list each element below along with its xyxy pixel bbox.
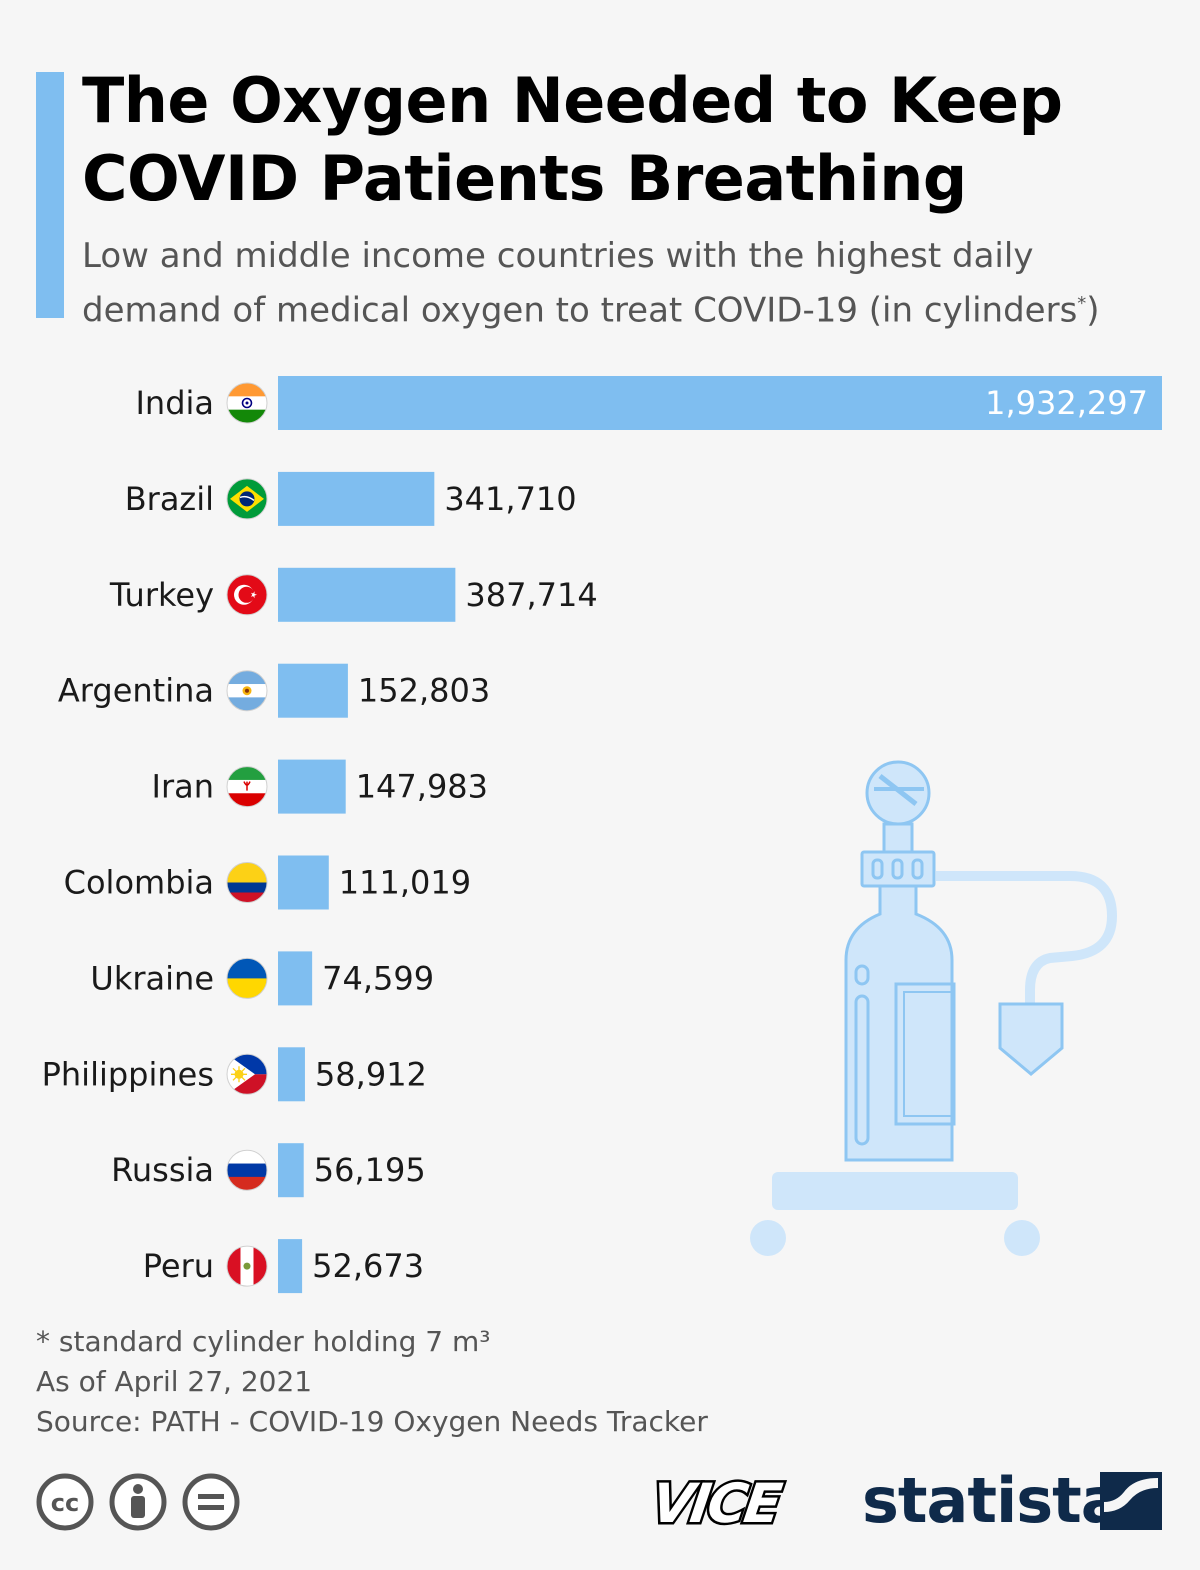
svg-text:VICE: VICE xyxy=(648,1472,786,1534)
peru-flag-icon xyxy=(226,1245,268,1287)
value-label-iran: 147,983 xyxy=(356,768,488,806)
bar-russia xyxy=(278,1143,304,1198)
subtitle-line-2-text: demand of medical oxygen to treat COVID-… xyxy=(82,290,1078,331)
svg-text:cc: cc xyxy=(51,1489,79,1517)
category-label-india: India xyxy=(135,384,214,422)
value-label-argentina: 152,803 xyxy=(358,672,490,710)
title-line-1: The Oxygen Needed to Keep xyxy=(82,64,1063,137)
value-label-philippines: 58,912 xyxy=(315,1055,427,1093)
bar-iran xyxy=(278,759,346,814)
footnotes: * standard cylinder holding 7 m³ As of A… xyxy=(36,1322,708,1442)
bar-ukraine xyxy=(278,951,313,1006)
statista-mark-icon xyxy=(1100,1472,1162,1530)
subtitle-line-2-end: ) xyxy=(1086,290,1100,331)
value-label-colombia: 111,019 xyxy=(339,864,471,902)
philippines-flag-icon xyxy=(226,1053,268,1095)
value-label-turkey: 387,714 xyxy=(465,576,597,614)
footnote-source: Source: PATH - COVID-19 Oxygen Needs Tra… xyxy=(36,1405,708,1438)
category-label-colombia: Colombia xyxy=(64,864,214,902)
value-label-india: 1,932,297 xyxy=(985,384,1148,422)
brazil-flag-icon xyxy=(226,478,268,520)
value-label-russia: 56,195 xyxy=(314,1151,426,1189)
category-label-philippines: Philippines xyxy=(42,1055,214,1093)
colombia-flag-icon xyxy=(226,862,268,903)
bar-peru xyxy=(278,1239,303,1294)
by-attribution-icon[interactable] xyxy=(109,1473,167,1531)
india-flag-icon xyxy=(226,382,268,424)
statista-wordmark: statista xyxy=(862,1464,1123,1537)
license-icons: cc xyxy=(36,1473,240,1531)
bar-colombia xyxy=(278,855,329,910)
bar-argentina xyxy=(278,663,348,718)
footnote-date: As of April 27, 2021 xyxy=(36,1365,313,1398)
category-label-peru: Peru xyxy=(143,1247,214,1285)
cc-license-icon[interactable]: cc xyxy=(36,1473,94,1531)
bar-philippines xyxy=(278,1047,305,1102)
value-label-ukraine: 74,599 xyxy=(322,959,434,997)
value-label-brazil: 341,710 xyxy=(444,480,576,518)
bar-turkey xyxy=(278,567,456,622)
category-label-argentina: Argentina xyxy=(58,672,214,710)
iran-flag-icon xyxy=(226,766,268,808)
bar-india xyxy=(278,376,1162,430)
category-label-brazil: Brazil xyxy=(125,480,214,518)
accent-bar xyxy=(36,72,64,318)
title-line-2: COVID Patients Breathing xyxy=(82,142,967,215)
russia-flag-icon xyxy=(226,1149,268,1191)
chart-title: The Oxygen Needed to Keep COVID Patients… xyxy=(82,62,1172,218)
bar-brazil xyxy=(278,471,435,526)
ukraine-flag-icon xyxy=(226,957,268,999)
no-derivatives-icon[interactable] xyxy=(182,1473,240,1531)
turkey-flag-icon xyxy=(226,574,268,616)
argentina-flag-icon xyxy=(226,670,268,712)
footnote-cylinder: * standard cylinder holding 7 m³ xyxy=(36,1325,491,1358)
vice-logo: VICE xyxy=(645,1470,788,1534)
category-label-russia: Russia xyxy=(111,1151,214,1189)
oxygen-cylinder-illustration xyxy=(750,760,1118,1256)
subtitle-footnote-mark: * xyxy=(1077,293,1087,314)
category-label-iran: Iran xyxy=(152,768,214,806)
category-label-turkey: Turkey xyxy=(109,576,214,614)
value-label-peru: 52,673 xyxy=(312,1247,424,1285)
category-label-ukraine: Ukraine xyxy=(90,959,214,997)
subtitle-line-1: Low and middle income countries with the… xyxy=(82,236,1034,276)
subtitle-line-2: demand of medical oxygen to treat COVID-… xyxy=(82,280,1182,334)
chart-subtitle: Low and middle income countries with the… xyxy=(82,232,1182,334)
